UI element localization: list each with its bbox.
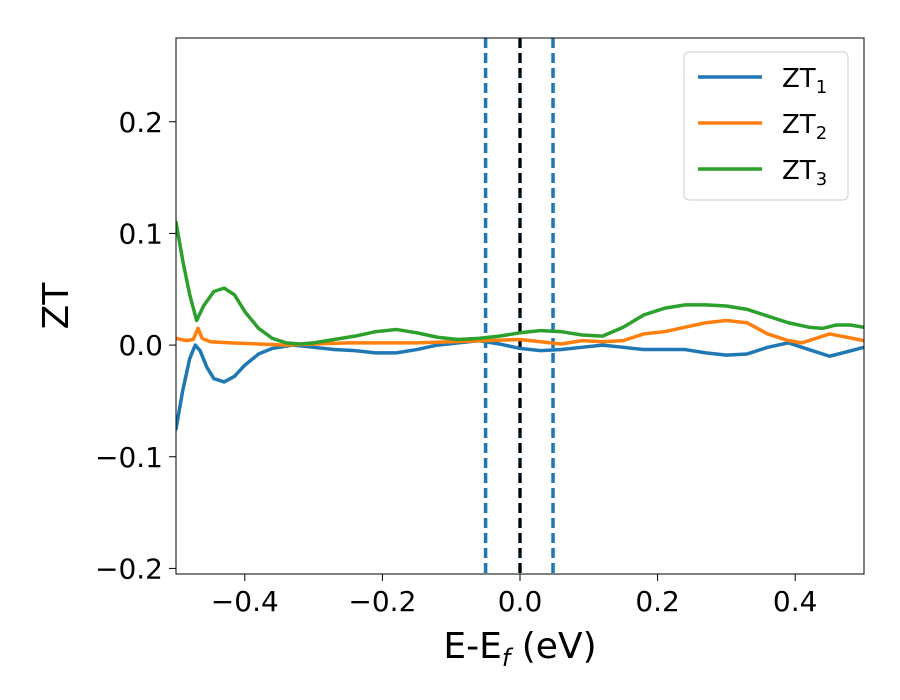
series-layer [176,220,864,431]
y-tick-label: −0.1 [95,441,163,474]
legend-box [683,51,849,201]
x-axis-label-main: E-E [443,626,501,667]
series-line-zt2 [176,318,864,347]
series-line-zt3 [176,220,864,346]
x-tick-label: 0.0 [498,585,543,618]
y-tick-label: 0.0 [118,329,163,362]
legend: ZT1 ZT2 ZT3 [683,51,849,201]
x-axis-label-unit: (eV) [510,626,596,667]
y-axis-ticks: −0.2 −0.1 0.0 0.1 0.2 [95,106,176,585]
legend-label-zt1: ZT1 [782,64,827,98]
x-tick-label: −0.4 [211,585,279,618]
x-tick-label: −0.2 [348,585,416,618]
x-tick-label: 0.4 [773,585,818,618]
y-tick-label: 0.2 [118,106,163,139]
x-axis-label: E-Ef (eV) [443,626,596,672]
reference-lines [483,38,555,574]
legend-label-zt2: ZT2 [782,110,827,144]
x-tick-label: 0.2 [635,585,680,618]
y-axis-label: ZT [36,282,77,330]
y-tick-label: 0.1 [118,217,163,250]
legend-label-zt3: ZT3 [782,156,827,190]
y-tick-label: −0.2 [95,552,163,585]
x-axis-ticks: −0.4 −0.2 0.0 0.2 0.4 [211,574,818,618]
